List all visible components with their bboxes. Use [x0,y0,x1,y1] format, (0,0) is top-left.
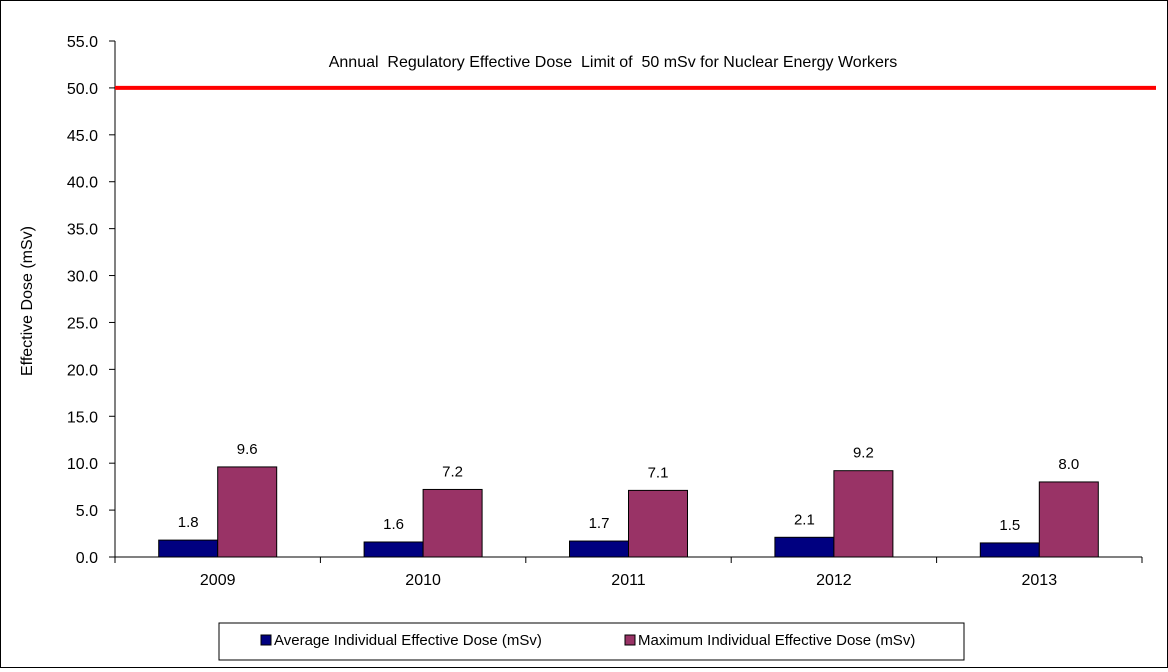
y-axis-title: Effective Dose (mSv) [19,226,36,376]
data-label-average: 2.1 [794,511,815,528]
legend-box [218,622,965,661]
data-label-maximum: 9.2 [853,445,874,462]
y-tick-label: 50.0 [67,81,98,98]
x-tick-label: 2010 [405,572,441,589]
bar-average [774,536,835,558]
y-tick-label: 30.0 [67,269,98,286]
reference-line-label: Annual Regulatory Effective Dose Limit o… [329,54,898,71]
data-label-average: 1.7 [589,515,610,532]
legend: Average Individual Effective Dose (mSv) … [218,622,965,661]
bar-maximum [422,488,483,558]
data-label-average: 1.5 [999,517,1020,534]
data-label-average: 1.8 [178,514,199,531]
y-tick-label: 10.0 [67,456,98,473]
y-axis: 0.0 5.0 10.0 15.0 20.0 25.0 30.0 35.0 40.0 45.0 50… [67,34,116,567]
y-tick-label: 35.0 [67,222,98,239]
bar-average [979,542,1040,558]
y-tick-label: 5.0 [76,503,98,520]
y-tick-label: 0.0 [76,550,98,567]
x-tick-label: 2013 [1022,572,1058,589]
bar-maximum [217,466,278,558]
y-tick-label: 45.0 [67,128,98,145]
bar-average [569,540,629,558]
data-label-maximum: 8.0 [1058,456,1079,473]
legend-swatch-maximum [624,634,636,646]
bars: 1.8 1.6 1.7 2.1 1.5 9.6 7.2 7.1 9.2 8.0 [158,441,1099,558]
x-tick-label: 2012 [816,572,852,589]
data-label-average: 1.6 [383,516,404,533]
legend-label-average: Average Individual Effective Dose (mSv) [274,632,542,649]
reference-line-group: Annual Regulatory Effective Dose Limit o… [115,54,1156,90]
y-tick-label: 55.0 [67,34,98,51]
legend-swatch-average [260,634,272,646]
x-tick-label: 2009 [200,572,236,589]
bar-average [363,541,424,558]
data-label-maximum: 7.1 [648,464,669,481]
x-axis: 2009 2010 2011 2012 2013 [114,556,1143,589]
bar-maximum [1038,481,1099,558]
x-tick-label: 2011 [611,572,646,589]
y-tick-label: 20.0 [67,362,98,379]
data-label-maximum: 7.2 [442,463,463,480]
data-label-maximum: 9.6 [237,441,258,458]
y-tick-label: 25.0 [67,315,98,332]
bar-maximum [628,489,688,558]
y-tick-label: 40.0 [67,175,98,192]
bar-maximum [833,470,894,558]
bar-average [158,539,219,558]
legend-label-maximum: Maximum Individual Effective Dose (mSv) [638,632,915,649]
y-tick-label: 15.0 [67,409,98,426]
